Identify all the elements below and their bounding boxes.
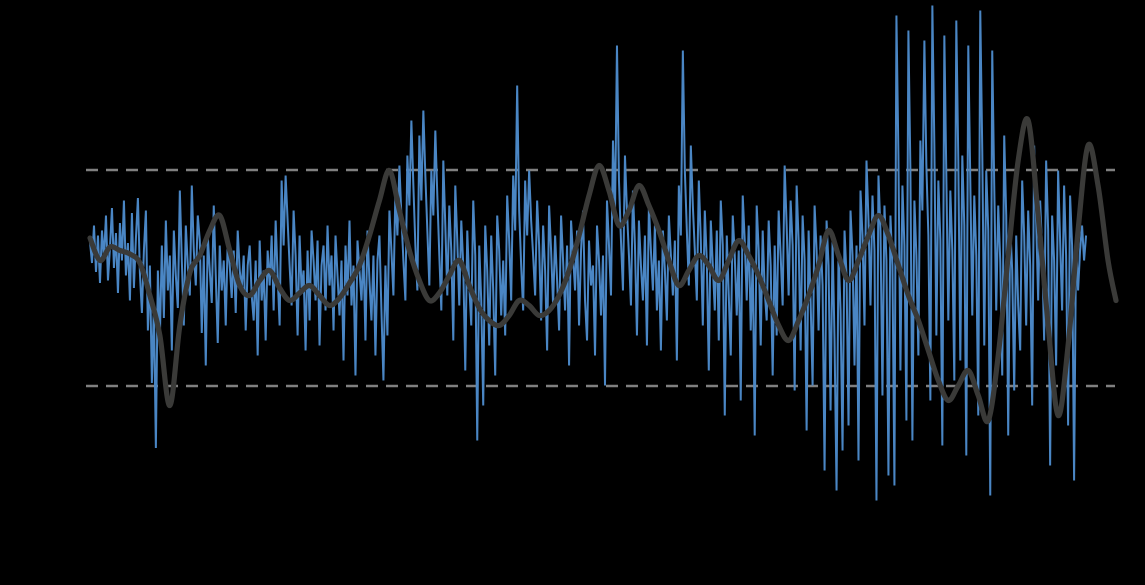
raw-series-line [89, 5, 1088, 501]
reference-lines [86, 168, 1115, 388]
trend-series-line [87, 116, 1119, 425]
